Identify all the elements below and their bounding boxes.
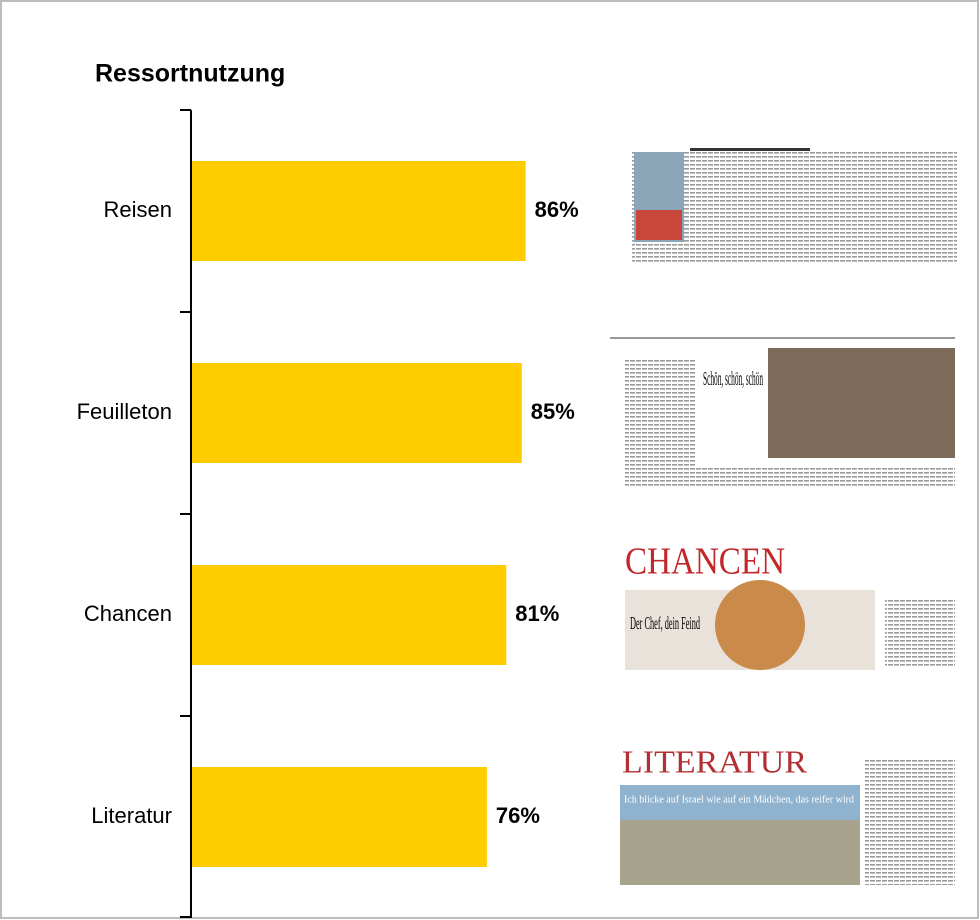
thumb-masthead: CHANCEN (625, 541, 785, 583)
thumb-masthead: LITERATUR (622, 743, 808, 779)
bar (192, 565, 506, 665)
category-label: Feuilleton (77, 399, 172, 424)
bar (192, 161, 526, 261)
chart: Ressortnutzung Schön, schön, schön CHANC… (0, 0, 980, 920)
thumbnail-reisen (632, 148, 957, 262)
value-label: 86% (535, 197, 579, 222)
category-label: Chancen (84, 601, 172, 626)
value-label: 85% (531, 399, 575, 424)
thumb-headline: Ich blicke auf Israel wie auf ein Mädche… (624, 794, 854, 806)
category-label: Literatur (91, 803, 172, 828)
thumb-headline: Schön, schön, schön (703, 368, 763, 390)
bar (192, 363, 522, 463)
thumb-headline: Der Chef, dein Feind (630, 613, 700, 633)
category-label: Reisen (104, 197, 172, 222)
value-label: 76% (496, 803, 540, 828)
bar (192, 767, 487, 867)
chart-title: Ressortnutzung (95, 60, 285, 88)
value-label: 81% (515, 601, 559, 626)
thumbnail-literatur: LITERATUR Ich blicke auf Israel wie auf … (620, 743, 955, 885)
